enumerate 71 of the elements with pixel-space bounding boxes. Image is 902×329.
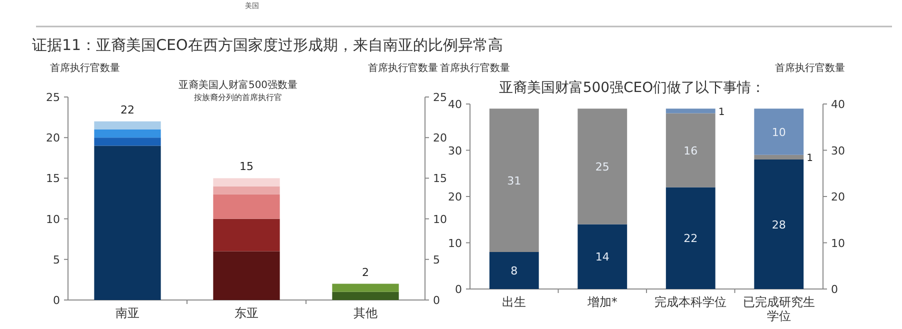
y-tick-label: 15 [46, 172, 60, 186]
data-label: 1 [806, 153, 813, 164]
bar [489, 108, 539, 252]
y-tick-label: 10 [448, 236, 462, 250]
x-tick-label: 增加* [586, 295, 618, 309]
y-tick-label: 25 [46, 91, 60, 104]
data-label: 31 [507, 174, 522, 188]
bar [213, 178, 280, 186]
y-tick-label: 5 [53, 253, 60, 266]
data-label: 22 [684, 232, 698, 246]
bar [666, 187, 716, 289]
y-tick-label: 30 [448, 144, 462, 158]
y2-tick-label: 25 [433, 91, 447, 104]
bar [94, 121, 161, 130]
bar [578, 224, 628, 289]
y-tick-label: 0 [53, 294, 60, 307]
y2-tick-label: 10 [433, 212, 447, 226]
x-tick-label: 完成本科学位 [654, 295, 727, 309]
bar [754, 154, 804, 160]
data-label: 10 [772, 126, 786, 139]
data-label: 8 [510, 264, 518, 278]
y2-tick-label: 15 [433, 172, 447, 186]
bar [754, 160, 804, 289]
y-tick-label: 0 [455, 283, 462, 296]
x-tick-label: 已完成研究生学位 [742, 295, 815, 323]
y2-tick-label: 0 [831, 283, 838, 296]
bar [754, 108, 804, 155]
chart-title: 亚裔美国财富500强CEO们做了以下事情： [498, 80, 766, 96]
total-label: 15 [240, 160, 254, 174]
x-tick-label: 南亚 [116, 306, 140, 320]
y2-axis-title: 首席执行官数量 [368, 62, 438, 74]
bar [94, 138, 161, 146]
bar [489, 252, 539, 289]
bar [213, 218, 280, 252]
bar [578, 108, 628, 224]
bar [666, 113, 716, 188]
chart-title: 亚裔美国人财富500强数量 [178, 79, 298, 91]
y2-axis-title: 首席执行官数量 [775, 62, 845, 74]
bar [666, 108, 716, 114]
total-label: 2 [362, 266, 369, 279]
x-tick-label: 东亚 [234, 306, 258, 320]
bar [94, 129, 161, 138]
y-tick-label: 20 [448, 190, 462, 204]
y2-tick-label: 5 [433, 253, 440, 266]
y-tick-label: 20 [46, 132, 60, 145]
y-tick-label: 10 [46, 212, 60, 226]
y-tick-label: 40 [448, 98, 462, 111]
data-label: 1 [718, 106, 725, 118]
data-label: 25 [595, 160, 610, 174]
bar [213, 194, 280, 219]
bar [94, 146, 161, 300]
y2-tick-label: 20 [433, 132, 447, 145]
data-label: 16 [684, 144, 698, 158]
bar [332, 284, 399, 292]
bar [332, 292, 399, 300]
y-axis-title: 首席执行官数量 [50, 62, 120, 74]
data-label: 14 [595, 250, 610, 264]
y2-tick-label: 10 [831, 236, 845, 250]
y2-tick-label: 30 [831, 144, 845, 158]
y2-tick-label: 40 [831, 98, 845, 111]
y2-tick-label: 20 [831, 190, 845, 204]
bar [213, 186, 280, 194]
x-tick-label: 其他 [354, 306, 378, 320]
y2-tick-label: 0 [433, 294, 440, 307]
x-tick-label: 出生 [502, 295, 526, 309]
chart-subtitle: 按族裔分列的首席执行官 [194, 93, 282, 102]
bar [213, 251, 280, 300]
y-axis-title: 首席执行官数量 [440, 62, 510, 74]
total-label: 22 [120, 103, 134, 116]
text: 证据11：亚裔美国CEO在西方国家度过形成期，来自南亚的比例异常高 [32, 36, 503, 54]
data-label: 28 [772, 218, 786, 232]
